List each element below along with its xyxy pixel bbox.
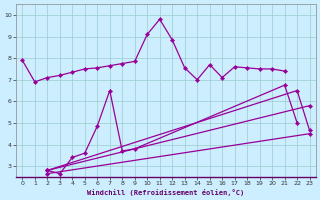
X-axis label: Windchill (Refroidissement éolien,°C): Windchill (Refroidissement éolien,°C): [87, 189, 244, 196]
